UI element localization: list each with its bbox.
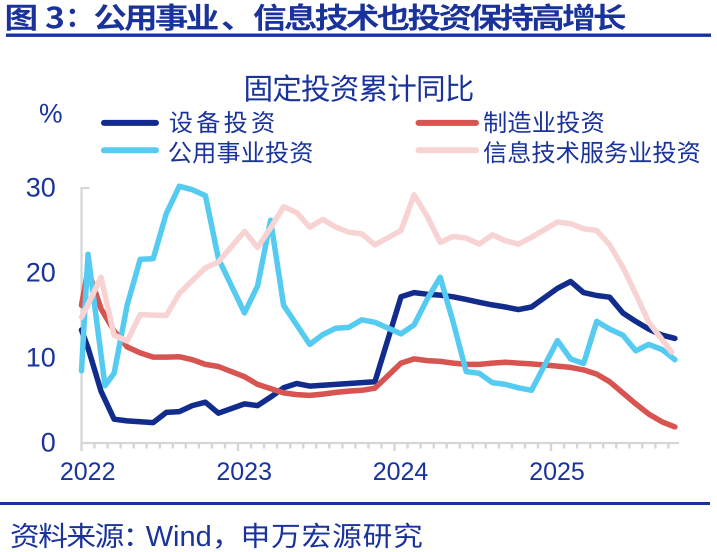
svg-text:Wind: Wind [146, 521, 212, 552]
svg-text:0: 0 [41, 428, 56, 458]
svg-text:10: 10 [26, 343, 56, 373]
svg-text:%: % [39, 98, 63, 128]
svg-text:30: 30 [26, 173, 56, 203]
svg-text:2022: 2022 [60, 458, 116, 486]
svg-text:2023: 2023 [216, 458, 272, 486]
svg-text:2024: 2024 [373, 458, 429, 486]
svg-text:2025: 2025 [529, 458, 585, 486]
svg-text:20: 20 [26, 258, 56, 288]
